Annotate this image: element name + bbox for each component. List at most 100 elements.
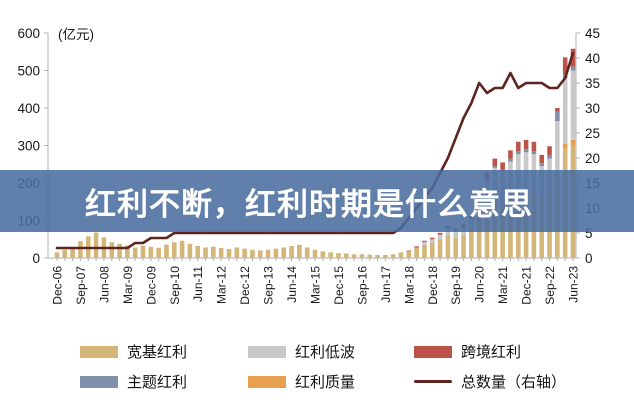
bar-segment [406, 251, 412, 258]
bar-segment [171, 242, 177, 258]
x-axis-label: Jun-17 [379, 266, 393, 303]
bar-segment [570, 48, 576, 67]
bar-segment [234, 247, 240, 258]
bar-segment [273, 248, 279, 258]
bar-segment [453, 237, 459, 258]
bar-segment [218, 247, 224, 258]
bar-segment [492, 158, 498, 167]
bar-segment [492, 166, 498, 168]
bar-segment [109, 242, 115, 258]
bar-segment [562, 78, 568, 144]
bar-segment [359, 254, 365, 258]
x-axis-label: Dec-21 [520, 266, 534, 305]
x-axis-label: Sep-16 [355, 266, 369, 305]
headline-overlay: 红利不断，红利时期是什么意思 [0, 170, 634, 232]
bar-segment [187, 243, 193, 258]
x-axis-label: Mar-09 [121, 266, 135, 304]
bar-segment [547, 155, 552, 159]
bar-segment [515, 141, 521, 152]
bar-segment [62, 249, 68, 258]
y-axis-label-right: 0 [585, 251, 593, 266]
bar-segment [250, 249, 255, 258]
bar-segment [531, 141, 537, 152]
x-axis-label: Jun-23 [567, 266, 581, 303]
y-axis-label-right: 45 [585, 26, 600, 41]
bar-segment [211, 246, 216, 258]
bar-segment [422, 244, 427, 258]
bar-segment [555, 121, 560, 174]
bar-segment [539, 163, 545, 167]
x-axis-label: Dec-15 [332, 266, 346, 305]
bar-segment [570, 139, 576, 146]
bar-segment [390, 254, 396, 258]
legend-label: 宽基红利 [127, 344, 188, 361]
bar-segment [476, 220, 482, 258]
x-axis-label: Dec-18 [426, 266, 440, 305]
total-count-line [55, 51, 575, 250]
bar-segment [523, 139, 529, 150]
bar-segment [414, 246, 419, 248]
x-axis-label: Sep-10 [168, 266, 182, 305]
bar-segment [523, 149, 529, 153]
legend-item: 主题红利 [80, 371, 248, 392]
bar-segment [304, 247, 310, 258]
x-axis-label: Jun-11 [191, 266, 205, 302]
bar-segment [555, 111, 560, 122]
bar-segment [78, 241, 83, 258]
bar-segment [297, 244, 302, 258]
bar-segment [54, 252, 60, 258]
y-axis-label-left: 0 [32, 251, 40, 266]
y-axis-label-left: 400 [17, 101, 40, 116]
legend-label: 跨境红利 [461, 344, 522, 361]
x-axis-label: Dec-06 [51, 266, 65, 305]
bar-segment [562, 57, 568, 75]
y-axis-label-right: 25 [585, 126, 600, 141]
x-axis-label: Mar-18 [402, 266, 416, 304]
bar-segment [562, 143, 568, 150]
x-axis-label: Dec-12 [238, 266, 252, 305]
legend-item: 红利低波 [248, 341, 414, 362]
x-axis-label: Jun-14 [285, 266, 299, 303]
chart-legend: 宽基红利 红利低波 跨境红利 主题红利 红利质量 总数量（右轴） [80, 341, 620, 392]
bar-segment [164, 244, 169, 258]
bar-segment [265, 249, 271, 258]
bar-segment [406, 250, 412, 252]
y-axis-label-right: 5 [585, 226, 593, 241]
unit-label: (亿元) [58, 27, 94, 42]
bar-segment [375, 255, 380, 258]
legend-label: 红利低波 [295, 344, 356, 361]
bar-segment [351, 254, 357, 258]
bar-segment [132, 247, 138, 258]
bar-segment [70, 247, 75, 258]
bar-segment [156, 247, 161, 258]
bar-segment [500, 162, 505, 170]
y-axis-label-left: 300 [17, 139, 40, 154]
bar-segment [437, 239, 443, 258]
legend-line-swatch [414, 380, 452, 383]
bar-segment [515, 151, 521, 155]
bar-segment [422, 240, 427, 242]
bar-segment [508, 150, 513, 159]
bar-segment [398, 252, 404, 258]
legend-item: 跨境红利 [414, 341, 620, 362]
bar-segment [445, 235, 451, 258]
bar-segment [328, 252, 333, 258]
bar-segment [336, 253, 341, 258]
bar-segment [437, 234, 443, 240]
bar-segment [203, 247, 208, 258]
bar-segment [555, 108, 560, 112]
legend-color-swatch [414, 345, 452, 358]
bar-segment [93, 232, 99, 258]
bar-segment [570, 66, 576, 71]
x-axis-label: Sep-07 [74, 266, 88, 305]
bar-segment [570, 70, 576, 140]
x-axis-label: Sep-13 [262, 266, 276, 305]
bar-segment [312, 249, 318, 258]
bar-segment [429, 237, 435, 240]
bar-segment [539, 154, 545, 164]
bar-segment [547, 146, 552, 156]
legend-color-swatch [248, 345, 286, 358]
y-axis-label-left: 600 [17, 26, 40, 41]
bar-segment [125, 245, 130, 258]
